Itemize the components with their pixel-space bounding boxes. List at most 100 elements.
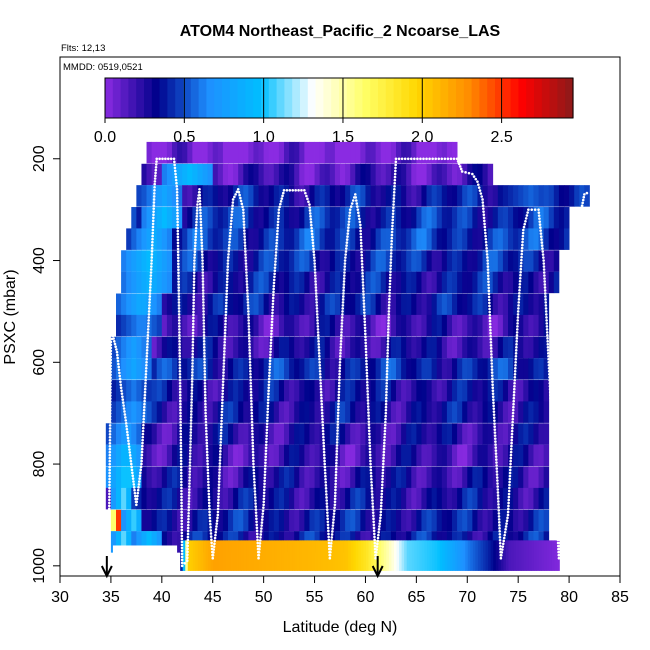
heatmap-cell — [110, 466, 117, 489]
track-point — [146, 337, 150, 340]
track-point — [366, 390, 369, 393]
track-point — [178, 381, 182, 385]
track-point — [361, 284, 365, 287]
track-point — [340, 331, 343, 334]
track-point — [378, 519, 382, 523]
heatmap-cell — [182, 293, 188, 316]
heatmap-cell — [375, 293, 382, 316]
track-point — [277, 208, 281, 211]
heatmap-cell — [273, 141, 280, 164]
heatmap-cell — [487, 401, 494, 423]
track-point — [360, 259, 364, 263]
track-point — [201, 262, 204, 265]
track-point — [365, 371, 369, 375]
track-point — [490, 365, 494, 368]
track-point — [174, 175, 178, 179]
track-point — [510, 432, 514, 436]
heatmap-cell — [258, 509, 265, 532]
heatmap-cell — [177, 250, 183, 272]
track-point — [489, 325, 492, 329]
heatmap-cell — [482, 293, 489, 316]
heatmap-cell — [446, 336, 453, 359]
heatmap-cell — [375, 250, 382, 272]
track-point — [202, 319, 206, 322]
surface-cell — [449, 540, 453, 571]
track-point — [246, 301, 250, 304]
surface-cell — [508, 540, 512, 571]
heatmap-cell — [319, 207, 326, 229]
track-point — [310, 223, 313, 227]
track-point — [382, 453, 386, 457]
track-point — [115, 350, 119, 354]
heatmap-cell — [452, 163, 458, 186]
colorbar-swatch — [284, 78, 293, 118]
surface-cell — [518, 540, 522, 571]
track-point — [226, 259, 230, 262]
heatmap-cell — [309, 487, 315, 510]
heatmap-cell — [172, 207, 178, 229]
heatmap-cell — [502, 336, 509, 359]
surface-cell — [419, 540, 423, 571]
track-point — [379, 510, 383, 514]
colorbar-swatch — [151, 78, 161, 118]
surface-cell — [503, 540, 507, 571]
heatmap-cell — [538, 466, 545, 489]
heatmap-cell — [233, 163, 239, 186]
heatmap-cell — [187, 401, 193, 423]
heatmap-cell — [457, 401, 463, 423]
heatmap-cell — [502, 250, 509, 272]
track-point — [144, 369, 148, 373]
track-point — [515, 340, 518, 343]
heatmap-cell — [375, 336, 382, 359]
track-point — [276, 229, 279, 233]
heatmap-cell — [177, 141, 183, 164]
colorbar-swatch — [346, 78, 356, 118]
heatmap-cell — [457, 185, 463, 207]
surface-cell — [447, 540, 451, 571]
heatmap-cell — [161, 141, 168, 164]
track-point — [248, 358, 252, 361]
heatmap-cell — [360, 466, 366, 489]
track-point — [526, 211, 529, 214]
track-point — [191, 365, 194, 368]
heatmap-cell — [482, 314, 489, 337]
surface-cell — [238, 540, 242, 571]
track-point — [373, 532, 376, 536]
track-point — [506, 516, 509, 520]
track-point — [180, 480, 183, 484]
heatmap-cell — [161, 250, 168, 272]
heatmap-cell — [217, 141, 224, 164]
heatmap-cell — [375, 141, 382, 164]
track-point — [187, 511, 190, 515]
track-point — [276, 220, 280, 224]
colorbar-tick-label: 1.5 — [332, 129, 354, 146]
track-point — [542, 256, 545, 259]
track-point — [179, 402, 182, 406]
track-point — [263, 482, 266, 486]
heatmap-cell — [248, 163, 254, 186]
track-point — [337, 408, 340, 412]
track-point — [124, 416, 127, 419]
track-point — [192, 292, 196, 296]
track-point — [118, 374, 122, 378]
surface-cell — [190, 540, 194, 571]
track-point — [577, 218, 581, 222]
track-point — [186, 535, 190, 539]
track-point — [373, 538, 376, 542]
heatmap-cell — [268, 509, 275, 532]
track-point — [549, 405, 553, 409]
track-point — [144, 384, 147, 388]
track-point — [108, 427, 112, 430]
heatmap-cell — [334, 250, 341, 272]
track-point — [119, 386, 123, 390]
track-point — [502, 539, 506, 543]
track-point — [178, 355, 182, 358]
heatmap-cell — [462, 358, 468, 380]
track-point — [338, 355, 342, 358]
surface-cell — [279, 540, 283, 571]
heatmap-cell — [233, 293, 239, 316]
heatmap-cell — [222, 314, 229, 337]
heatmap-cell — [452, 250, 458, 272]
heatmap-cell — [294, 185, 300, 207]
heatmap-cell — [564, 228, 570, 250]
